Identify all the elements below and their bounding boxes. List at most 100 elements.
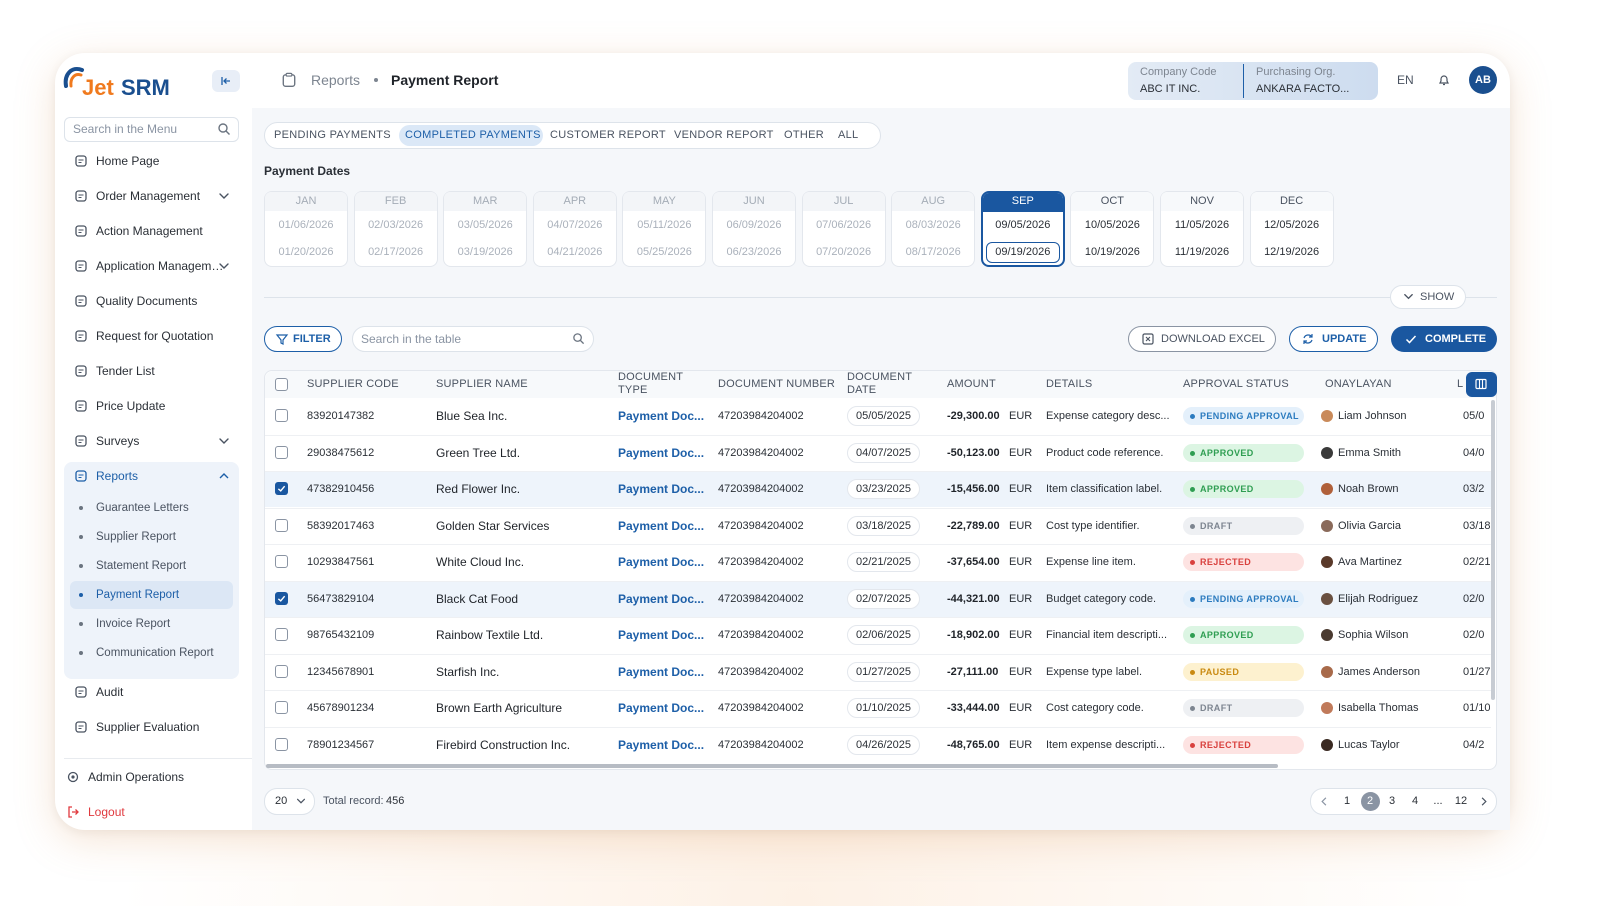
row-checkbox[interactable]: [275, 409, 288, 422]
avatar[interactable]: [1469, 66, 1497, 94]
month-date[interactable]: 12/05/2026: [1264, 219, 1320, 231]
tab[interactable]: VENDOR REPORT: [674, 129, 774, 141]
month-date[interactable]: 10/19/2026: [1084, 246, 1140, 258]
column-header[interactable]: AMOUNT: [947, 378, 996, 390]
menu-item[interactable]: Quality Documents: [96, 294, 198, 308]
table-search[interactable]: [352, 326, 594, 352]
row-checkbox[interactable]: [275, 701, 288, 714]
tab[interactable]: OTHER: [784, 129, 824, 141]
update-button[interactable]: [1289, 326, 1378, 352]
menu-item[interactable]: Audit: [96, 685, 124, 699]
row-checkbox[interactable]: [275, 591, 288, 605]
menu-child[interactable]: Supplier Report: [96, 531, 176, 543]
menu-child[interactable]: Statement Report: [96, 560, 187, 572]
month-date[interactable]: 11/19/2026: [1174, 246, 1230, 258]
column-header[interactable]: L: [1457, 378, 1464, 390]
month-date[interactable]: 05/11/2026: [637, 219, 692, 231]
menu-item[interactable]: Supplier Evaluation: [96, 720, 200, 734]
page-number[interactable]: 12: [1454, 795, 1468, 807]
show-button[interactable]: [1390, 285, 1466, 309]
logout-link[interactable]: Logout: [88, 805, 125, 819]
document-type[interactable]: Payment Doc...: [618, 628, 705, 642]
month-date[interactable]: 03/19/2026: [457, 246, 513, 258]
month-date[interactable]: 01/20/2026: [278, 246, 334, 258]
document-type[interactable]: Payment Doc...: [618, 445, 705, 460]
month-date[interactable]: 01/06/2026: [278, 219, 334, 231]
document-type[interactable]: Payment Doc...: [618, 555, 705, 569]
menu-item[interactable]: Action Management: [96, 224, 203, 238]
column-header[interactable]: SUPPLIER CODE: [307, 378, 399, 390]
month-date[interactable]: 02/17/2026: [368, 246, 424, 258]
document-type[interactable]: Payment Doc...: [618, 737, 705, 752]
language[interactable]: EN: [1397, 73, 1414, 87]
month-date[interactable]: 04/21/2026: [547, 246, 603, 258]
page-number[interactable]: 3: [1388, 795, 1396, 807]
menu-item[interactable]: Home Page: [96, 154, 160, 168]
document-type[interactable]: Payment Doc...: [618, 518, 705, 533]
header-checkbox[interactable]: [275, 378, 288, 391]
row-checkbox[interactable]: [275, 482, 288, 495]
page-number[interactable]: 2: [1366, 795, 1374, 807]
breadcrumb-parent[interactable]: Reports: [311, 72, 361, 88]
row-checkbox[interactable]: [275, 555, 288, 568]
menu-child[interactable]: Payment Report: [96, 589, 180, 601]
row-checkbox[interactable]: [275, 445, 288, 459]
month-date[interactable]: 12/19/2026: [1264, 246, 1320, 258]
month-date[interactable]: 06/23/2026: [726, 246, 782, 258]
row-checkbox[interactable]: [275, 737, 288, 751]
month-date[interactable]: 03/05/2026: [457, 219, 513, 231]
menu-child[interactable]: Invoice Report: [96, 618, 171, 630]
menu-item[interactable]: Application Managem…: [96, 259, 224, 273]
amount: -18,902.00: [947, 629, 1000, 641]
tab[interactable]: PENDING PAYMENTS: [274, 129, 391, 141]
document-type[interactable]: Payment Doc...: [618, 664, 705, 679]
column-header[interactable]: SUPPLIER NAME: [436, 378, 528, 390]
month-date[interactable]: 09/05/2026: [995, 219, 1051, 231]
filter-button[interactable]: [264, 326, 342, 352]
month-date[interactable]: 02/03/2026: [368, 219, 424, 231]
column-header[interactable]: DOCUMENT DATE: [847, 371, 912, 396]
page-size-select[interactable]: [264, 788, 315, 815]
document-type[interactable]: Payment Doc...: [618, 591, 705, 606]
month-date[interactable]: 10/05/2026: [1084, 219, 1140, 231]
menu-child[interactable]: Communication Report: [96, 647, 214, 659]
menu-item[interactable]: Reports: [96, 469, 139, 483]
page-number[interactable]: 4: [1411, 795, 1419, 807]
month-date[interactable]: 09/19/2026: [995, 246, 1051, 258]
admin-link[interactable]: Admin Operations: [88, 770, 185, 784]
column-header[interactable]: ONAYLAYAN: [1325, 378, 1392, 390]
column-header[interactable]: APPROVAL STATUS: [1183, 378, 1289, 390]
month-date[interactable]: 07/06/2026: [816, 219, 872, 231]
month-date[interactable]: 06/09/2026: [726, 219, 782, 231]
document-type[interactable]: Payment Doc...: [618, 409, 705, 423]
month-date[interactable]: 08/03/2026: [905, 219, 961, 231]
menu-item[interactable]: Surveys: [96, 434, 140, 448]
menu-item[interactable]: Order Management: [96, 189, 201, 203]
document-type[interactable]: Payment Doc...: [618, 482, 705, 496]
menu-item[interactable]: Request for Quotation: [96, 329, 214, 343]
page-number[interactable]: ...: [1433, 795, 1443, 807]
month-date[interactable]: 04/07/2026: [547, 219, 603, 231]
page-number[interactable]: 1: [1343, 795, 1351, 807]
tab[interactable]: ALL: [838, 129, 859, 141]
menu-item[interactable]: Price Update: [96, 399, 166, 413]
month-date[interactable]: 07/20/2026: [816, 246, 872, 258]
document-type[interactable]: Payment Doc...: [618, 701, 705, 715]
menu-search[interactable]: [64, 117, 239, 142]
month-date[interactable]: 11/05/2026: [1174, 219, 1230, 231]
approver: Liam Johnson: [1338, 410, 1407, 422]
row-checkbox[interactable]: [275, 628, 288, 641]
menu-child[interactable]: Guarantee Letters: [96, 502, 189, 514]
column-header[interactable]: DETAILS: [1046, 378, 1093, 390]
complete-button[interactable]: [1391, 326, 1497, 352]
row-checkbox[interactable]: [275, 664, 288, 678]
menu-item[interactable]: Tender List: [96, 364, 155, 378]
column-header[interactable]: DOCUMENT NUMBER: [718, 378, 836, 390]
tab[interactable]: COMPLETED PAYMENTS: [405, 129, 541, 141]
column-header[interactable]: DOCUMENT TYPE: [618, 371, 683, 396]
month-date[interactable]: 05/25/2026: [636, 246, 692, 258]
row-checkbox[interactable]: [275, 518, 288, 532]
column-toggle[interactable]: [1466, 372, 1497, 397]
month-date[interactable]: 08/17/2026: [905, 246, 961, 258]
tab[interactable]: CUSTOMER REPORT: [550, 129, 666, 141]
